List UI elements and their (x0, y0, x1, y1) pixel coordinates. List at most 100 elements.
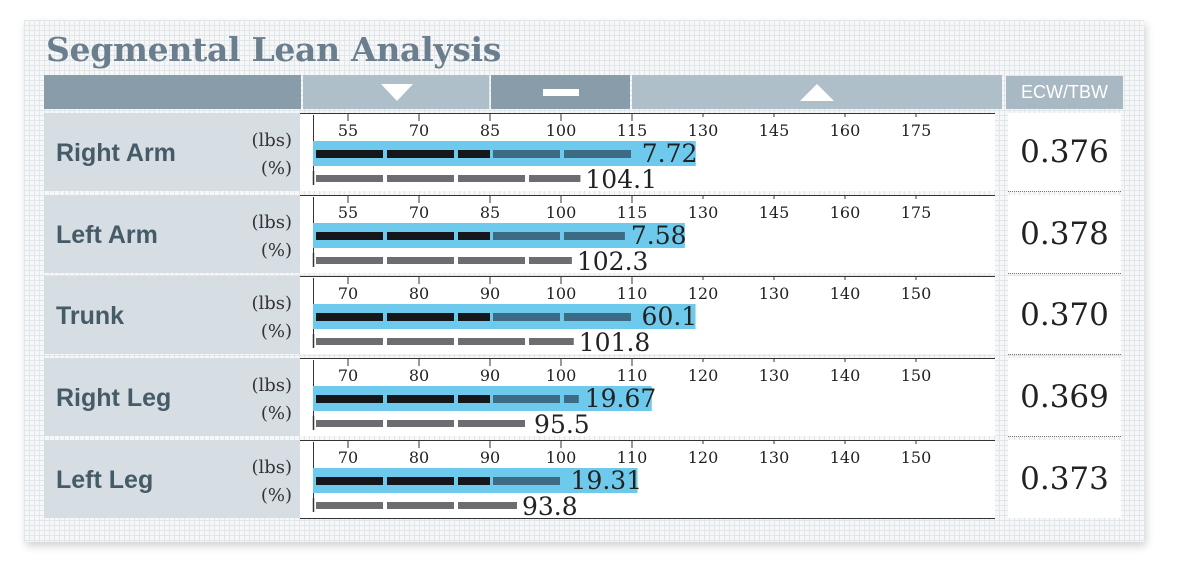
lbs-bar-segment (387, 395, 454, 403)
section-title: Segmental Lean Analysis (46, 30, 502, 69)
header-normal-range (491, 75, 630, 109)
axis-tick-label: 100 (546, 284, 577, 303)
row-divider (1008, 436, 1121, 437)
axis-tick-label: 175 (901, 203, 932, 222)
percent-bar-segment (387, 257, 454, 264)
axis-tick-label: 90 (480, 366, 500, 385)
axis-tick-label: 110 (617, 448, 648, 467)
row-divider (1008, 273, 1121, 274)
triangle-down-icon (381, 84, 413, 101)
axis-tick-label: 55 (338, 203, 358, 222)
row-divider (1008, 354, 1121, 355)
axis-tick-label: 130 (688, 203, 719, 222)
percent-bar-segment (458, 502, 517, 509)
percent-bar-segment (316, 420, 383, 427)
percent-bar-segment (316, 338, 383, 345)
lbs-bar-segment (493, 313, 560, 321)
percent-bar-segment (316, 257, 383, 264)
unit-lbs-label: (lbs) (251, 293, 292, 314)
axis-tick-label: 55 (338, 121, 358, 140)
lbs-bar-segment (316, 477, 383, 485)
lbs-bar-segment (387, 313, 454, 321)
axis-tick-label: 130 (759, 284, 790, 303)
lbs-value-label: 7.72 (642, 139, 698, 168)
percent-bar-segment (458, 420, 525, 427)
percent-bar-segment (529, 338, 574, 345)
axis-tick-label: 70 (338, 448, 358, 467)
lbs-bar-segment (493, 232, 560, 240)
segment-name: Left Leg (56, 466, 154, 494)
axis-tick-label: 110 (617, 284, 648, 303)
axis-tick-label: 150 (901, 284, 932, 303)
lbs-bar-segment (387, 232, 454, 240)
axis-tick-label: 85 (480, 203, 500, 222)
axis-tick-label: 100 (546, 448, 577, 467)
axis-tick-label: 130 (759, 366, 790, 385)
segment-name: Right Arm (56, 139, 176, 167)
lbs-bar-segment (493, 395, 560, 403)
axis-tick-label: 145 (759, 203, 790, 222)
segment-name: Trunk (56, 302, 125, 330)
segment-name: Left Arm (56, 221, 158, 249)
axis-tick-label: 130 (688, 121, 719, 140)
axis-tick-label: 120 (688, 448, 719, 467)
axis-tick-label: 150 (901, 366, 932, 385)
axis-tick-label: 115 (617, 121, 648, 140)
percent-bar-segment (387, 175, 454, 182)
percent-bar-segment (316, 175, 383, 182)
percent-value-label: 104.1 (585, 165, 657, 194)
percent-bar-segment (458, 175, 525, 182)
lbs-bar-segment (564, 232, 625, 240)
segment-label-left-arm: Left Arm (lbs) (%) (44, 195, 300, 273)
segment-label-trunk: Trunk (lbs) (%) (44, 276, 300, 354)
axis-tick-label: 160 (830, 121, 861, 140)
lbs-bar-segment (316, 232, 383, 240)
unit-lbs-label: (lbs) (251, 457, 292, 478)
triangle-up-icon (800, 84, 834, 101)
unit-lbs-label: (lbs) (251, 212, 292, 233)
percent-bar-segment (387, 420, 454, 427)
segment-name: Right Leg (56, 384, 172, 412)
lbs-bar-segment (387, 477, 454, 485)
lbs-bar-segment (458, 313, 490, 321)
percent-bar-segment (387, 338, 454, 345)
ecw-tbw-value: 0.370 (1008, 276, 1121, 354)
axis-tick-label: 140 (830, 448, 861, 467)
axis-tick-label: 115 (617, 203, 648, 222)
lbs-value-label: 7.58 (631, 221, 687, 250)
unit-lbs-label: (lbs) (251, 130, 292, 151)
lbs-bar-segment (493, 150, 560, 158)
lbs-bar-segment (564, 395, 579, 403)
unit-lbs-label: (lbs) (251, 375, 292, 396)
unit-percent-label: (%) (260, 321, 292, 342)
unit-percent-label: (%) (260, 158, 292, 179)
lbs-value-label: 60.1 (642, 302, 698, 331)
ecw-tbw-value: 0.369 (1008, 358, 1121, 436)
percent-value-label: 101.8 (579, 328, 651, 357)
segment-label-left-leg: Left Leg (lbs) (%) (44, 440, 300, 518)
percent-bar-segment (316, 502, 383, 509)
axis-tick-label: 160 (830, 203, 861, 222)
axis-tick-label: 110 (617, 366, 648, 385)
axis-tick-label: 120 (688, 284, 719, 303)
axis-tick-label: 130 (759, 448, 790, 467)
lbs-value-label: 19.31 (571, 466, 643, 495)
lbs-bar-segment (458, 232, 490, 240)
segment-label-right-arm: Right Arm (lbs) (%) (44, 113, 300, 191)
axis-tick-label: 90 (480, 284, 500, 303)
lbs-bar-segment (316, 313, 383, 321)
axis-tick-label: 85 (480, 121, 500, 140)
lbs-bar-segment (458, 150, 490, 158)
axis-tick-label: 70 (338, 284, 358, 303)
ecw-tbw-header: ECW/TBW (1006, 76, 1123, 109)
segment-label-right-leg: Right Leg (lbs) (%) (44, 358, 300, 436)
axis-tick-label: 100 (546, 121, 577, 140)
axis-tick-label: 100 (546, 366, 577, 385)
unit-percent-label: (%) (260, 240, 292, 261)
axis-tick-label: 70 (338, 366, 358, 385)
axis-tick-label: 175 (901, 121, 932, 140)
axis-tick-label: 140 (830, 284, 861, 303)
lbs-bar-segment (458, 395, 490, 403)
lbs-value-label: 19.67 (585, 384, 657, 413)
